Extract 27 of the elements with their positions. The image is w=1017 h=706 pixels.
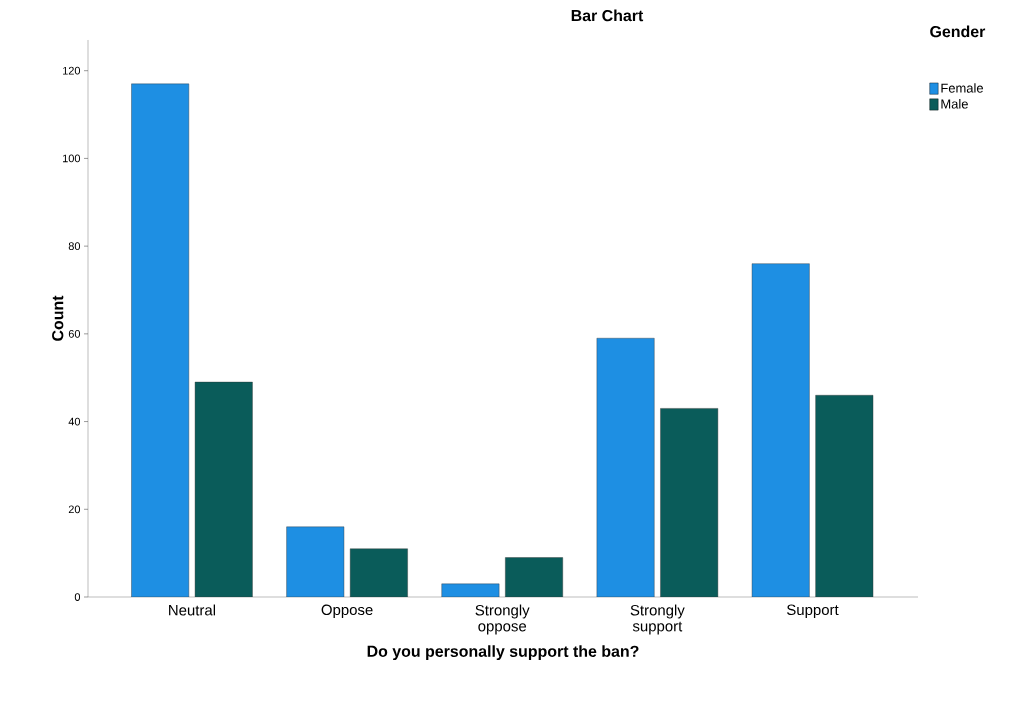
y-tick-label: 80 — [68, 242, 81, 251]
x-tick-label: Oppose — [321, 604, 373, 619]
x-axis-title: Do you personally support the ban? — [367, 645, 639, 661]
y-axis-title: Count — [52, 295, 64, 341]
legend-label: Male — [941, 99, 968, 109]
x-tick-label: Strongly support — [630, 604, 685, 635]
bar — [596, 338, 655, 597]
bar — [751, 263, 810, 597]
legend-title: Gender — [930, 25, 986, 38]
y-tick-label: 120 — [63, 66, 81, 75]
bar — [815, 395, 874, 597]
legend-label: Female — [941, 83, 983, 93]
y-tick-label: 20 — [68, 505, 81, 514]
bar — [505, 557, 563, 597]
bar — [131, 83, 190, 597]
x-tick-label: Support — [787, 604, 839, 619]
chart-title: Bar Chart — [571, 9, 644, 22]
x-tick-label: Strongly oppose — [475, 604, 530, 635]
y-tick-label: 100 — [63, 154, 81, 163]
bar — [194, 381, 253, 597]
y-tick-label: 0 — [74, 593, 81, 601]
y-tick-label: 40 — [68, 417, 81, 426]
bar — [286, 526, 345, 597]
bar — [349, 548, 408, 597]
bar — [660, 408, 719, 597]
x-tick-label: Neutral — [169, 604, 216, 616]
y-tick-label: 60 — [68, 329, 81, 338]
